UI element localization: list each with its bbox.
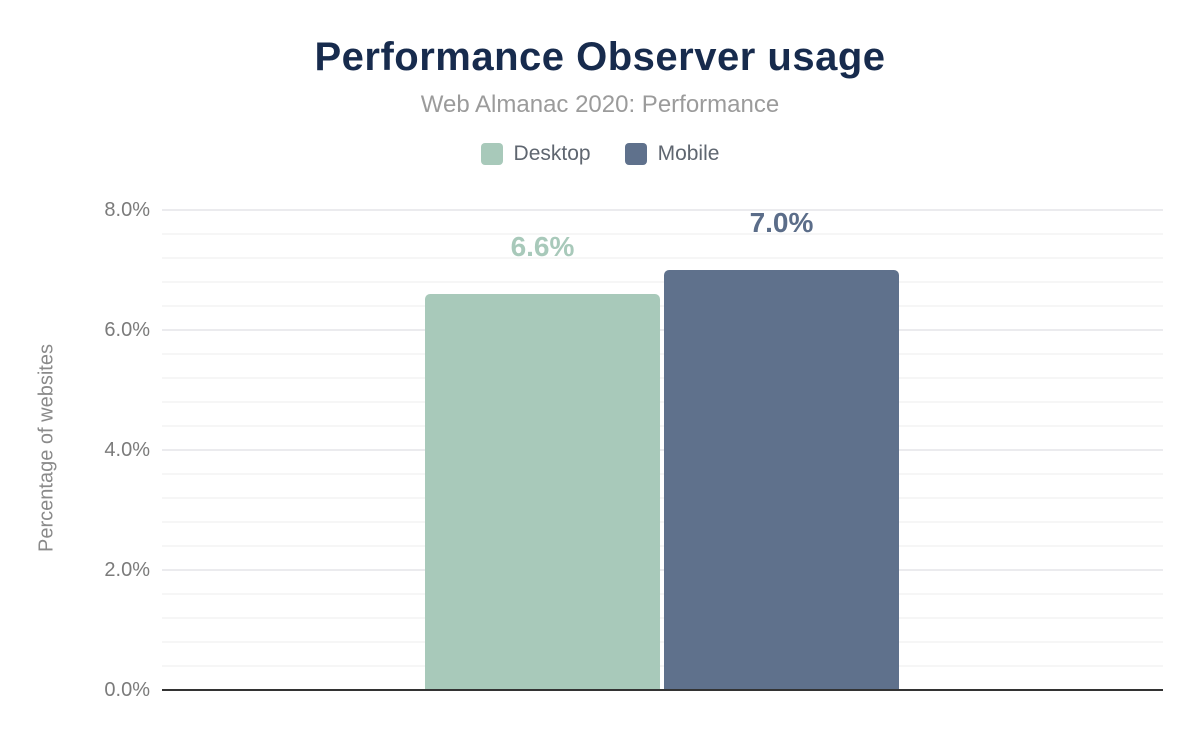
y-tick-label: 0.0%	[104, 679, 150, 701]
gridline-major	[162, 329, 1163, 331]
gridline-minor	[162, 281, 1163, 283]
y-tick-label: 6.0%	[104, 319, 150, 341]
y-tick-label: 2.0%	[104, 559, 150, 581]
gridline-minor	[162, 425, 1163, 427]
gridline-minor	[162, 497, 1163, 499]
gridline-minor	[162, 473, 1163, 475]
bar-desktop	[425, 294, 660, 690]
legend-item-desktop: Desktop	[480, 142, 591, 166]
gridline-minor	[162, 305, 1163, 307]
legend-label-mobile: Mobile	[657, 142, 720, 165]
gridline-minor	[162, 401, 1163, 403]
y-tick-label: 8.0%	[104, 199, 150, 221]
gridline-minor	[162, 521, 1163, 523]
gridline-minor	[162, 257, 1163, 259]
legend-label-desktop: Desktop	[513, 142, 591, 165]
gridline-minor	[162, 593, 1163, 595]
legend-item-mobile: Mobile	[624, 142, 720, 166]
gridline-minor	[162, 665, 1163, 667]
legend-swatch-desktop-icon	[480, 143, 503, 165]
chart-title: Performance Observer usage	[314, 35, 886, 79]
bar-value-label-mobile: 7.0%	[749, 207, 814, 238]
gridline-minor	[162, 545, 1163, 547]
gridline-major	[162, 449, 1163, 451]
bar-value-label-desktop: 6.6%	[510, 231, 575, 262]
x-axis-line	[162, 689, 1163, 691]
legend: Desktop Mobile	[0, 142, 1200, 166]
gridline-minor	[162, 353, 1163, 355]
gridline-minor	[162, 641, 1163, 643]
y-tick-label: 4.0%	[104, 439, 150, 461]
bar-mobile	[664, 270, 899, 690]
gridline-major	[162, 209, 1163, 211]
gridline-minor	[162, 617, 1163, 619]
gridline-major	[162, 569, 1163, 571]
gridline-minor	[162, 377, 1163, 379]
gridline-minor	[162, 233, 1163, 235]
chart-subtitle: Web Almanac 2020: Performance	[420, 91, 780, 118]
legend-swatch-mobile-icon	[624, 143, 647, 165]
